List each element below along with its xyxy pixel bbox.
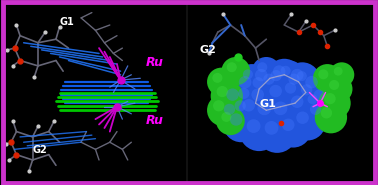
Circle shape	[239, 112, 279, 151]
Circle shape	[211, 80, 243, 112]
Circle shape	[216, 107, 245, 135]
Circle shape	[253, 77, 264, 88]
Circle shape	[318, 87, 351, 119]
Circle shape	[245, 82, 280, 117]
Circle shape	[257, 62, 267, 72]
Circle shape	[232, 82, 265, 114]
Circle shape	[310, 104, 321, 115]
Circle shape	[329, 80, 339, 90]
Text: Ru: Ru	[146, 115, 164, 127]
Circle shape	[295, 78, 327, 110]
Circle shape	[236, 92, 272, 128]
Circle shape	[313, 64, 342, 92]
Circle shape	[329, 62, 354, 87]
Circle shape	[220, 82, 256, 117]
Circle shape	[239, 76, 251, 88]
Circle shape	[296, 112, 309, 124]
Circle shape	[230, 113, 242, 126]
Circle shape	[324, 93, 336, 104]
Circle shape	[251, 88, 264, 101]
Circle shape	[255, 69, 268, 81]
Circle shape	[227, 62, 237, 72]
Circle shape	[291, 69, 304, 81]
Circle shape	[218, 98, 250, 130]
Circle shape	[257, 68, 290, 100]
Circle shape	[291, 95, 304, 108]
Circle shape	[238, 88, 249, 99]
Circle shape	[271, 70, 282, 81]
Circle shape	[250, 94, 290, 133]
Circle shape	[217, 86, 228, 97]
Circle shape	[243, 69, 253, 79]
Circle shape	[223, 107, 259, 142]
Text: G1: G1	[60, 17, 74, 27]
Text: Ru: Ru	[146, 56, 164, 69]
Circle shape	[291, 66, 320, 94]
Circle shape	[265, 121, 279, 135]
Circle shape	[284, 62, 320, 98]
Circle shape	[288, 74, 300, 85]
Circle shape	[297, 71, 307, 81]
Circle shape	[304, 98, 336, 130]
Text: G1: G1	[259, 99, 276, 109]
Circle shape	[224, 104, 235, 115]
Circle shape	[266, 94, 306, 133]
Circle shape	[265, 64, 297, 96]
Circle shape	[222, 112, 231, 122]
Circle shape	[257, 102, 271, 115]
Circle shape	[284, 89, 320, 125]
Circle shape	[247, 119, 260, 133]
Circle shape	[282, 68, 315, 100]
Circle shape	[266, 59, 302, 94]
Circle shape	[232, 69, 268, 105]
Circle shape	[305, 76, 318, 88]
Circle shape	[222, 57, 250, 85]
Circle shape	[207, 94, 239, 126]
Circle shape	[275, 60, 304, 89]
Circle shape	[212, 73, 222, 83]
Text: G2: G2	[33, 145, 47, 155]
Circle shape	[315, 101, 347, 133]
Circle shape	[290, 105, 325, 140]
Circle shape	[274, 102, 287, 115]
Circle shape	[252, 57, 280, 85]
Circle shape	[285, 83, 296, 94]
Circle shape	[270, 85, 282, 97]
Circle shape	[301, 84, 312, 95]
Circle shape	[229, 94, 261, 126]
Circle shape	[308, 94, 318, 104]
Circle shape	[275, 112, 311, 148]
Circle shape	[279, 77, 311, 108]
Circle shape	[282, 119, 294, 131]
Circle shape	[308, 84, 340, 116]
Circle shape	[263, 78, 299, 114]
Text: G2: G2	[200, 46, 217, 56]
Circle shape	[235, 100, 246, 111]
Circle shape	[334, 67, 342, 76]
Circle shape	[321, 107, 332, 118]
Circle shape	[324, 75, 352, 103]
Circle shape	[242, 99, 255, 112]
Circle shape	[207, 68, 236, 96]
Circle shape	[273, 65, 285, 78]
Circle shape	[257, 114, 297, 153]
Circle shape	[318, 69, 328, 79]
Circle shape	[280, 66, 291, 76]
Circle shape	[263, 74, 274, 85]
Circle shape	[248, 62, 284, 98]
Circle shape	[246, 71, 279, 103]
Circle shape	[213, 100, 224, 111]
Circle shape	[302, 89, 331, 117]
Circle shape	[237, 64, 266, 92]
Circle shape	[314, 90, 325, 101]
Circle shape	[299, 69, 335, 105]
Circle shape	[226, 88, 239, 101]
